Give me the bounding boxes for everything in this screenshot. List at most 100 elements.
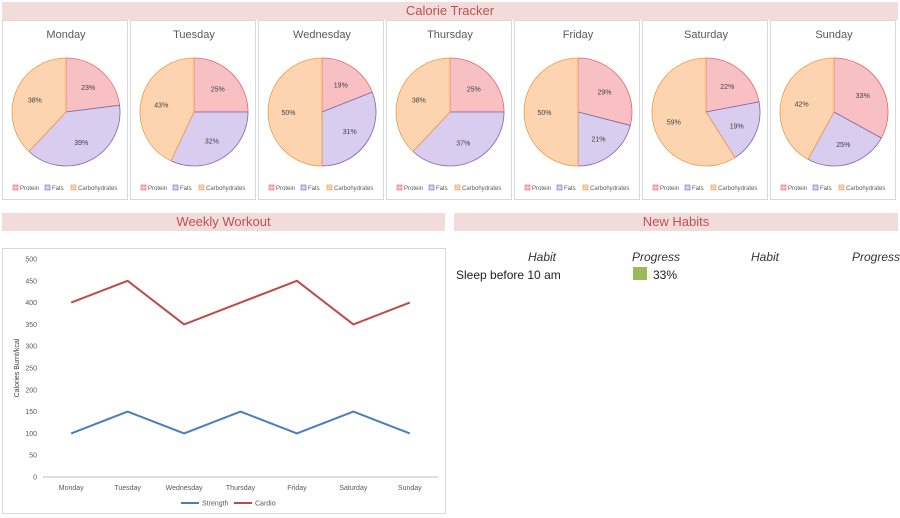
pie-card-monday[interactable]: Monday 23% 39% 38% Protein Fats Carbohydrates xyxy=(2,20,128,200)
new-habits-banner: New Habits xyxy=(454,213,898,231)
pie-slice-fats[interactable] xyxy=(577,111,631,167)
legend-swatch-carbohydrates xyxy=(198,184,205,191)
legend-label-protein: Protein xyxy=(276,186,295,192)
weekly-workout-chart[interactable]: 0 50 100 150 200 250 300 350 400 450 500 Monday Tues… xyxy=(2,248,446,514)
pie-title-tuesday: Tuesday xyxy=(173,29,215,41)
pie-title-friday: Friday xyxy=(563,29,594,41)
legend-swatch-protein xyxy=(652,184,659,191)
pie-slice-protein[interactable] xyxy=(321,57,373,113)
legend-swatch-fats xyxy=(812,184,819,191)
legend-swatch-carbohydrates xyxy=(710,184,717,191)
pie-slice-carbohydrates[interactable] xyxy=(267,57,323,167)
pie-data-label: 19% xyxy=(334,82,348,89)
pie-slice-carbohydrates[interactable] xyxy=(779,57,835,160)
legend-label-carbohydrates: Carbohydrates xyxy=(718,186,757,192)
pie-card-thursday[interactable]: Thursday 25% 37% 38% Protein Fats Carbohydrate… xyxy=(386,20,512,200)
pie-slice-protein[interactable] xyxy=(193,57,249,113)
x-tick-label: Thursday xyxy=(226,485,256,492)
pie-data-label: 25% xyxy=(467,86,481,93)
legend-label-protein: Protein xyxy=(20,186,39,192)
pie-slice-fats[interactable] xyxy=(412,111,505,167)
pie-card-wednesday[interactable]: Wednesday 19% 31% 50% Protein Fats Carbohydrat… xyxy=(258,20,384,200)
pie-data-label: 19% xyxy=(730,123,744,130)
pie-data-label: 21% xyxy=(591,137,605,144)
legend-swatch-carbohydrates xyxy=(582,184,589,191)
pie-data-label: 37% xyxy=(456,141,470,148)
legend-swatch-carbohydrates xyxy=(454,184,461,191)
calorie-tracker-banner: Calorie Tracker xyxy=(2,2,898,20)
pie-slice-protein[interactable] xyxy=(705,57,760,113)
pie-slice-fats[interactable] xyxy=(170,111,249,167)
legend-swatch-fats xyxy=(428,184,435,191)
pie-slice-fats[interactable] xyxy=(807,111,882,167)
legend-label-carbohydrates: Carbohydrates xyxy=(846,186,885,192)
y-tick-label: 500 xyxy=(25,257,37,264)
legend-label-carbohydrates: Carbohydrates xyxy=(462,186,501,192)
legend-swatch-protein xyxy=(780,184,787,191)
habit-progress-bar xyxy=(633,267,647,280)
y-tick-label: 50 xyxy=(29,453,37,460)
x-tick-label: Friday xyxy=(287,485,307,492)
x-tick-label: Tuesday xyxy=(114,485,141,492)
legend-swatch-protein xyxy=(524,184,531,191)
pie-card-saturday[interactable]: Saturday 22% 19% 59% Protein Fats Carbohydrate… xyxy=(642,20,768,200)
legend-swatch-carbohydrates xyxy=(326,184,333,191)
legend-label-carbohydrates: Carbohydrates xyxy=(334,186,373,192)
series-line-strength[interactable] xyxy=(70,410,411,435)
pie-slice-carbohydrates[interactable] xyxy=(651,57,736,167)
legend-label-protein: Protein xyxy=(788,186,807,192)
pie-chart-thursday: Thursday 25% 37% 38% Protein Fats Carbohydrate… xyxy=(395,29,505,192)
series-line-cardio[interactable] xyxy=(70,279,411,326)
pie-title-saturday: Saturday xyxy=(684,29,729,41)
pie-data-label: 22% xyxy=(720,84,734,91)
y-tick-label: 350 xyxy=(25,322,37,329)
y-tick-label: 200 xyxy=(25,387,37,394)
habit-name-cell[interactable]: Sleep before 10 am xyxy=(456,268,561,282)
legend-label-protein: Protein xyxy=(532,186,551,192)
habit-progress-cell[interactable]: 33% xyxy=(653,268,678,282)
pie-slice-protein[interactable] xyxy=(833,57,889,139)
pie-data-label: 50% xyxy=(281,110,295,117)
legend-label-protein: Protein xyxy=(404,186,423,192)
pie-slice-carbohydrates[interactable] xyxy=(395,57,451,152)
pie-data-label: 25% xyxy=(836,142,850,149)
progress-header-1: Progress xyxy=(632,250,681,264)
progress-header-2: Progress xyxy=(852,250,900,264)
pie-slice-fats[interactable] xyxy=(28,104,121,167)
legend-swatch-protein xyxy=(396,184,403,191)
legend-swatch-fats xyxy=(684,184,691,191)
pie-slice-protein[interactable] xyxy=(449,57,505,113)
pie-data-label: 38% xyxy=(28,98,42,105)
pie-slice-fats[interactable] xyxy=(321,91,377,167)
y-tick-label: 100 xyxy=(25,431,37,438)
x-tick-label: Monday xyxy=(59,485,84,492)
legend-swatch-carbohydrates xyxy=(838,184,845,191)
legend-label-strength: Strength xyxy=(202,501,229,508)
pie-slice-carbohydrates[interactable] xyxy=(523,57,579,167)
pie-slice-protein[interactable] xyxy=(65,57,121,113)
legend-swatch-fats xyxy=(172,184,179,191)
line-chart-svg: 0 50 100 150 200 250 300 350 400 450 500 Monday Tues… xyxy=(14,257,438,508)
y-tick-label: 450 xyxy=(25,278,37,285)
legend-swatch-carbohydrates xyxy=(70,184,77,191)
pie-card-tuesday[interactable]: Tuesday 25% 32% 43% Protein Fats Carbohydrates xyxy=(130,20,256,200)
pie-data-label: 32% xyxy=(205,138,219,145)
pie-slice-fats[interactable] xyxy=(705,101,761,159)
pie-data-label: 31% xyxy=(343,129,357,136)
weekly-workout-banner: Weekly Workout xyxy=(2,213,445,231)
pie-chart-tuesday: Tuesday 25% 32% 43% Protein Fats Carbohydrates xyxy=(139,29,249,192)
legend-swatch-protein xyxy=(12,184,19,191)
y-tick-label: 300 xyxy=(25,344,37,351)
legend-label-fats: Fats xyxy=(180,186,192,192)
pie-slice-carbohydrates[interactable] xyxy=(11,57,67,152)
legend-label-fats: Fats xyxy=(692,186,704,192)
pie-slice-protein[interactable] xyxy=(577,57,633,126)
pie-card-sunday[interactable]: Sunday 33% 25% 42% Protein Fats Carbohydrates xyxy=(770,20,896,200)
pie-slice-carbohydrates[interactable] xyxy=(139,57,195,162)
legend-swatch-protein xyxy=(140,184,147,191)
y-tick-label: 0 xyxy=(33,475,37,482)
pie-card-friday[interactable]: Friday 29% 21% 50% Protein Fats Carbohydrates xyxy=(514,20,640,200)
legend-swatch-fats xyxy=(556,184,563,191)
legend-swatch-fats xyxy=(300,184,307,191)
habit-header-1: Habit xyxy=(528,250,557,264)
